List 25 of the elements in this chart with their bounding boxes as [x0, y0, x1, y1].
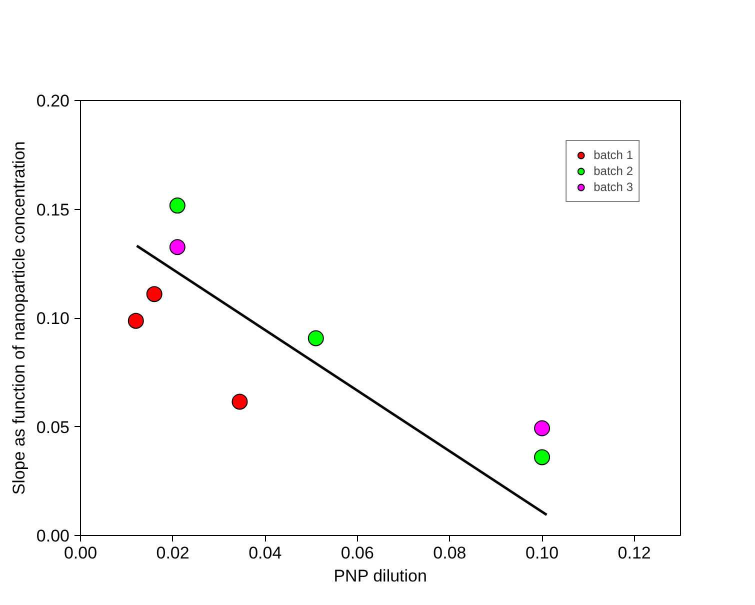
y-tick-label: 0.10 [36, 309, 70, 328]
point [169, 239, 186, 256]
x-tick-label: 0.00 [64, 544, 98, 562]
point [169, 198, 186, 214]
y-axis-title: Slope as function of nanoparticle concentration [9, 141, 28, 495]
x-tick-label: 0.06 [340, 544, 374, 562]
point [534, 420, 550, 436]
legend-label: batch 3 [594, 180, 633, 194]
x-tick-label: 0.08 [433, 544, 466, 562]
y-tick-label: 0.15 [36, 200, 70, 220]
x-tick-label: 0.04 [248, 544, 282, 562]
x-tick-label: 0.12 [618, 544, 651, 562]
y-tick-label: 0.00 [36, 526, 70, 546]
point [232, 394, 248, 410]
legend-label: batch 1 [594, 148, 633, 162]
y-tick-label: 0.05 [36, 418, 70, 437]
legend-label: batch 2 [594, 164, 633, 178]
point [308, 330, 324, 346]
y-tick-label: 0.20 [36, 92, 70, 110]
point [146, 286, 162, 302]
point [534, 449, 550, 466]
x-tick-label: 0.10 [525, 544, 559, 562]
point [128, 312, 144, 329]
x-axis-title: PNP dilution [334, 566, 427, 586]
x-tick-label: 0.02 [156, 544, 190, 562]
